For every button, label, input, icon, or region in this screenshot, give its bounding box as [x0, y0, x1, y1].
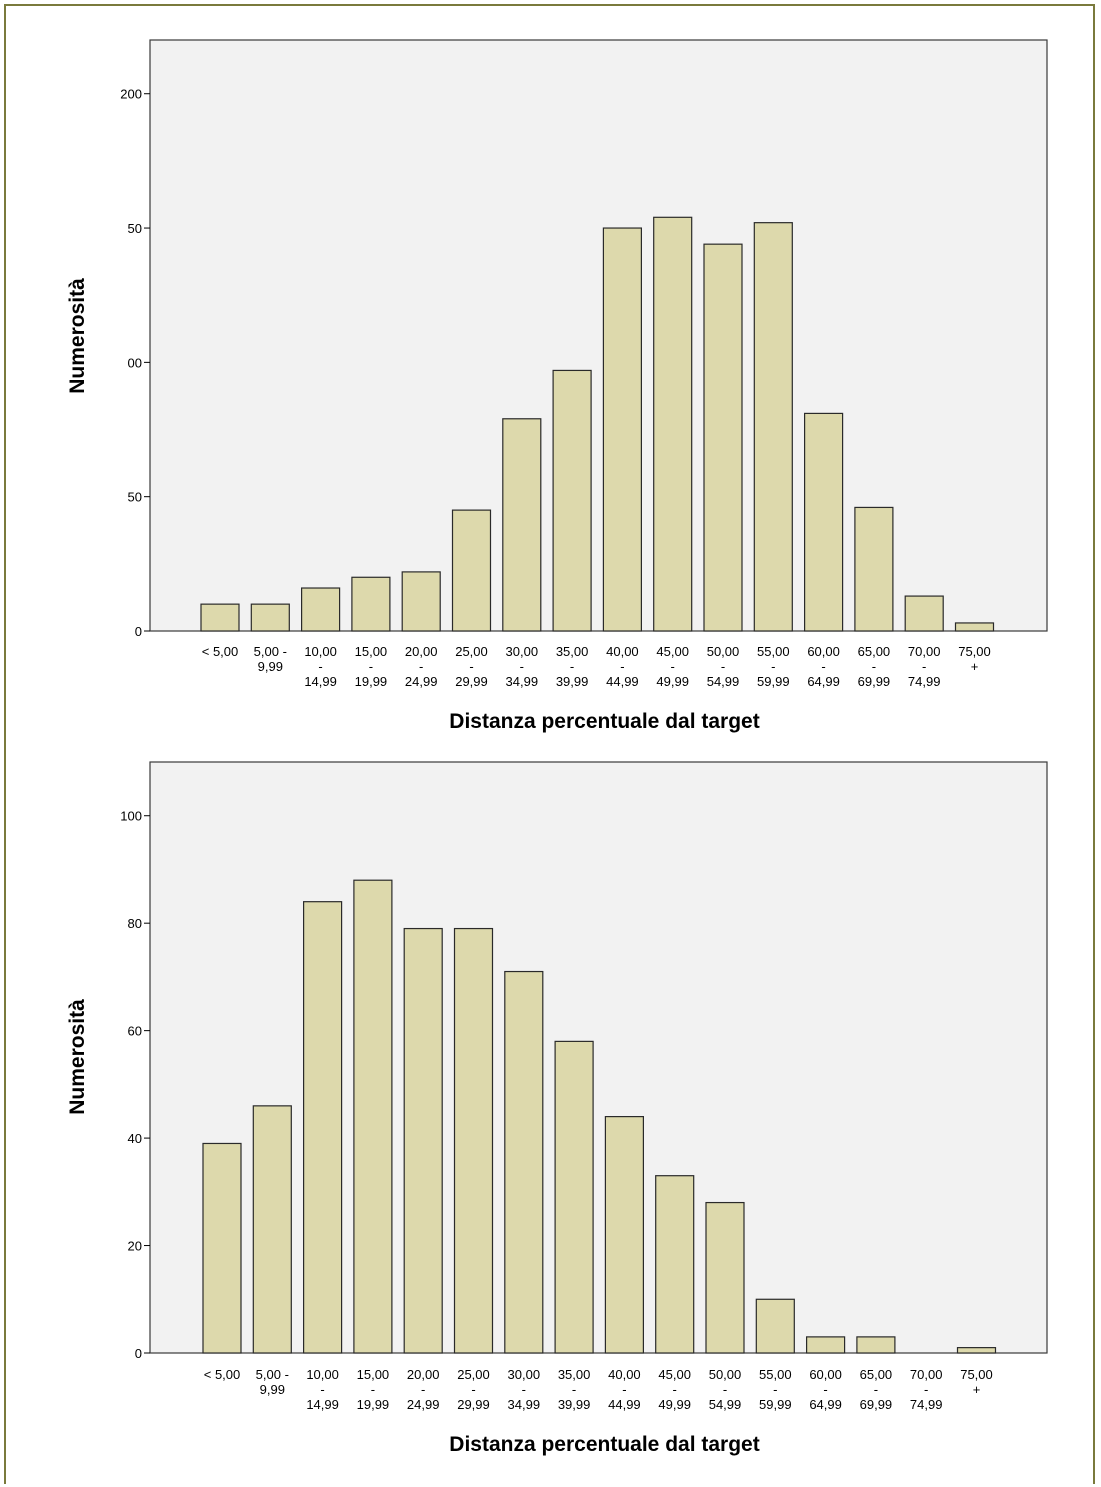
x-tick-label: 30,00 -34,99 [506, 644, 539, 689]
x-tick-label: 45,00 -49,99 [658, 1367, 691, 1412]
x-tick-label: 35,00 -39,99 [558, 1367, 591, 1412]
bar [655, 1175, 695, 1354]
bar [252, 1105, 292, 1354]
x-tick-label: 50,00 -54,99 [709, 1367, 742, 1412]
y-tick-label: 60 [128, 1024, 142, 1039]
bar [301, 587, 341, 632]
bar [403, 927, 443, 1354]
bar [453, 927, 494, 1354]
x-tick-label: 30,00 -34,99 [508, 1367, 541, 1412]
bar [554, 1040, 594, 1354]
bar [805, 1336, 846, 1354]
y-axis-title: Numerosità [66, 999, 89, 1115]
x-tick-label: < 5,00 [202, 644, 239, 659]
y-axis-title: Numerosità [66, 278, 89, 394]
chart-2: 0 20 40 60 80 100 < 5,00 5,00 -9,99 10,00 -14,99 1… [66, 761, 1048, 1456]
y-tick-label: 0 [135, 624, 142, 639]
bar [552, 369, 592, 632]
bar [803, 412, 844, 632]
x-tick-label: 70,00 -74,99 [908, 644, 941, 689]
bar [604, 1115, 645, 1354]
bar [954, 622, 995, 632]
chart-1: 0 50 00 50 200 < 5,00 5,00 -9,99 10,00 -14,99 15,… [66, 39, 1048, 733]
y-tick-label: 20 [128, 1239, 142, 1254]
bar [703, 243, 743, 632]
bar [200, 603, 240, 632]
x-tick-label: 75,00 + [958, 644, 991, 674]
bar [451, 509, 492, 632]
y-tick-label: 40 [128, 1131, 142, 1146]
bar [753, 222, 793, 632]
bar [854, 506, 894, 632]
x-axis-title: Distanza percentuale dal target [449, 1433, 759, 1456]
bar [353, 879, 393, 1354]
bar [755, 1298, 795, 1354]
plot-area [149, 39, 1048, 632]
y-tick-label: 00 [128, 355, 142, 370]
x-tick-label: 10,00 -14,99 [306, 1367, 339, 1412]
x-tick-label: 55,00 -59,99 [759, 1367, 792, 1412]
y-tick-label: 100 [120, 809, 142, 824]
x-tick-label: 40,00 -44,99 [606, 644, 639, 689]
bar [351, 576, 391, 632]
bar [653, 216, 693, 632]
bar [502, 418, 542, 632]
x-tick-label: 65,00 -69,99 [860, 1367, 893, 1412]
y-tick-label: 200 [120, 87, 142, 102]
x-tick-label: 65,00 -69,99 [858, 644, 891, 689]
x-tick-label: 15,00 -19,99 [355, 644, 388, 689]
x-tick-label: 20,00 -24,99 [405, 644, 438, 689]
x-tick-label: 75,00 + [960, 1367, 993, 1397]
bar [303, 901, 343, 1354]
y-tick-label: 80 [128, 916, 142, 931]
bar [401, 571, 441, 632]
bar [504, 970, 544, 1354]
x-tick-label: 70,00 -74,99 [910, 1367, 943, 1412]
y-tick-label: 0 [135, 1346, 142, 1361]
bar [250, 603, 290, 632]
x-tick-label: 10,00 -14,99 [304, 644, 337, 689]
x-tick-label: 50,00 -54,99 [707, 644, 740, 689]
x-tick-label: < 5,00 [204, 1367, 241, 1382]
x-tick-label: 25,00 -29,99 [455, 644, 488, 689]
x-tick-label: 25,00 -29,99 [457, 1367, 490, 1412]
bar [602, 227, 643, 632]
x-tick-label: 5,00 -9,99 [256, 1367, 289, 1397]
bar [956, 1347, 997, 1354]
y-tick-label: 50 [128, 490, 142, 505]
x-axis-title: Distanza percentuale dal target [449, 710, 759, 733]
x-tick-label: 20,00 -24,99 [407, 1367, 440, 1412]
x-tick-label: 15,00 -19,99 [357, 1367, 390, 1412]
bar [202, 1142, 242, 1354]
plot-area [149, 761, 1048, 1354]
x-tick-label: 35,00 -39,99 [556, 644, 589, 689]
x-tick-label: 5,00 -9,99 [254, 644, 287, 674]
y-tick-label: 50 [128, 221, 142, 236]
bar [904, 595, 944, 632]
x-tick-label: 45,00 -49,99 [656, 644, 689, 689]
x-tick-label: 60,00 -64,99 [809, 1367, 842, 1412]
x-tick-label: 40,00 -44,99 [608, 1367, 641, 1412]
x-tick-label: 55,00 -59,99 [757, 644, 790, 689]
bar [705, 1201, 745, 1354]
bar [856, 1336, 896, 1354]
x-tick-label: 60,00 -64,99 [807, 644, 840, 689]
